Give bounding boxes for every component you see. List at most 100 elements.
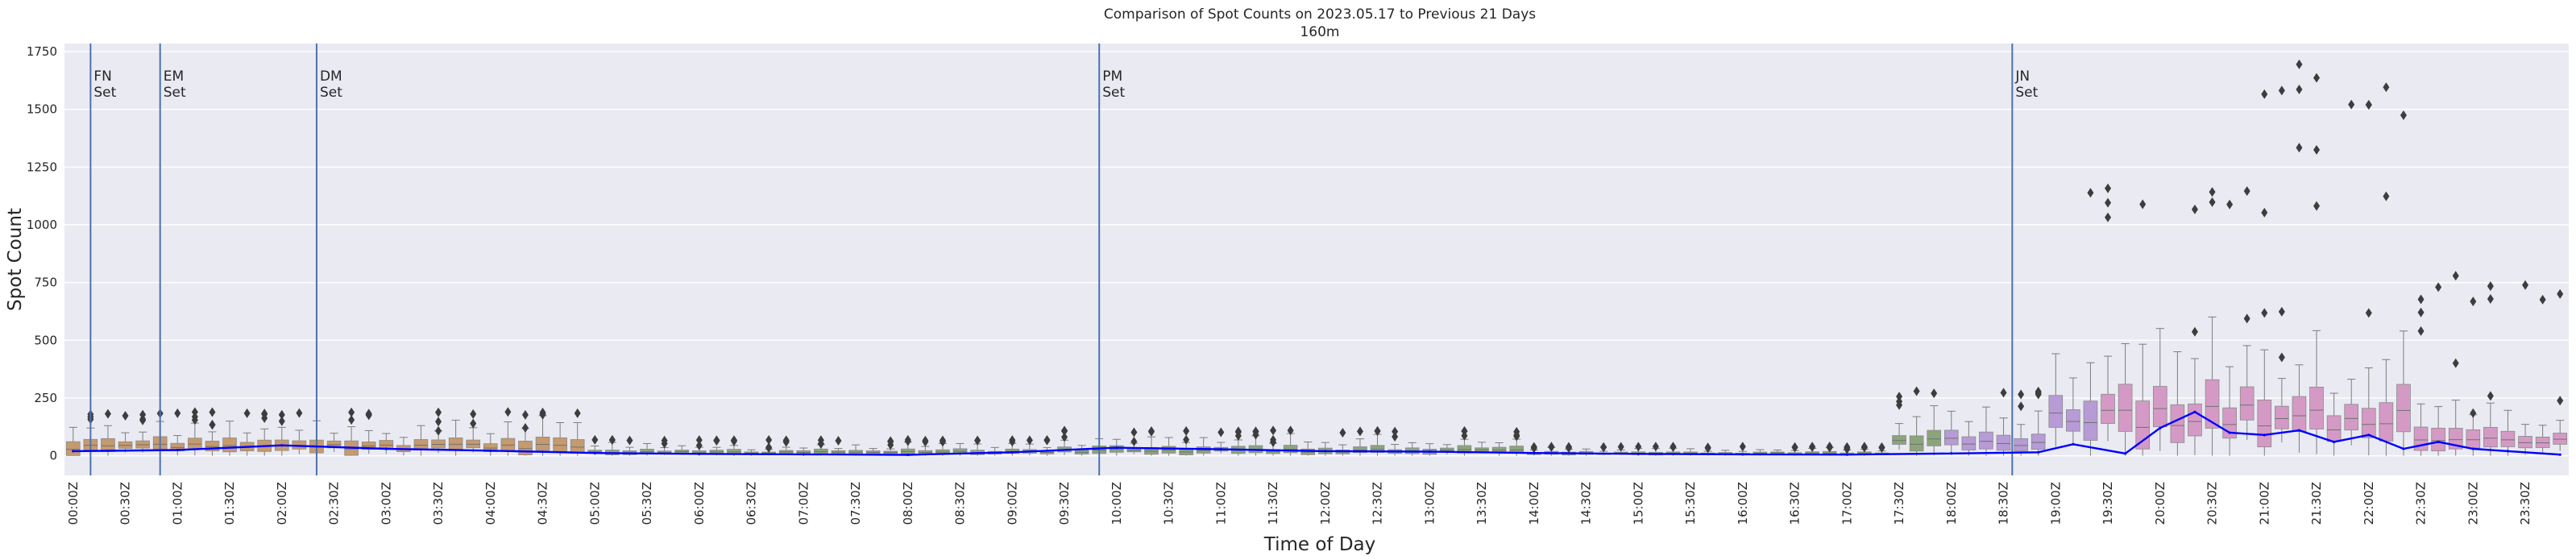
series-point — [698, 452, 701, 455]
outliers — [87, 59, 2564, 454]
series-point — [802, 453, 805, 456]
outlier-marker — [887, 440, 894, 450]
outlier-marker — [348, 415, 355, 425]
x-tick-label: 19:00Z — [2048, 482, 2063, 525]
x-tick-label: 20:30Z — [2205, 482, 2220, 525]
outlier-marker — [1826, 442, 1833, 453]
outlier-marker — [470, 418, 477, 429]
x-tick-label: 23:00Z — [2466, 482, 2480, 525]
x-tick-label: 04:00Z — [483, 482, 498, 525]
outlier-marker — [504, 407, 512, 417]
outlier-marker — [1234, 430, 1242, 441]
outlier-marker — [1704, 443, 1711, 454]
box — [535, 436, 550, 451]
box — [553, 437, 567, 452]
box — [1961, 436, 1977, 450]
series-point — [1533, 451, 1536, 454]
outlier-marker — [2470, 297, 2477, 307]
outlier-marker — [608, 434, 616, 445]
outlier-marker — [1635, 442, 1642, 452]
outlier-marker — [1009, 437, 1016, 447]
outlier-marker — [2105, 212, 2112, 222]
x-tick-label: 03:00Z — [379, 482, 393, 525]
outlier-marker — [574, 408, 581, 418]
outlier-marker — [2365, 308, 2372, 318]
outlier-marker — [2243, 186, 2250, 197]
x-tick-label: 17:30Z — [1892, 482, 1906, 525]
outlier-marker — [2487, 281, 2494, 292]
y-tick-label: 0 — [49, 449, 57, 463]
outlier-marker — [695, 435, 703, 446]
x-tick-label: 17:00Z — [1840, 482, 1854, 525]
outlier-marker — [1026, 435, 1033, 446]
outlier-marker — [1392, 426, 1399, 437]
event-markers: FN Set EM Set DM Set PM Set JN Set — [89, 44, 2039, 475]
outlier-marker — [2018, 401, 2025, 412]
box — [2031, 433, 2046, 450]
outlier-marker — [2209, 187, 2216, 197]
box — [2135, 400, 2151, 450]
outlier-marker — [2226, 199, 2234, 209]
outlier-marker — [521, 409, 529, 420]
y-axis-label: Spot Count — [5, 208, 26, 311]
y-tick-labels: 0 250 500 750 1000 1250 1500 1750 — [27, 44, 57, 463]
series-point — [2333, 440, 2336, 444]
outlier-marker — [1809, 442, 1816, 453]
outlier-marker — [2296, 85, 2303, 95]
event-label: JN Set — [2014, 68, 2038, 101]
outlier-marker — [1061, 426, 1068, 437]
outlier-marker — [1565, 442, 1572, 453]
box — [101, 438, 115, 452]
outlier-marker — [1548, 442, 1555, 452]
outlier-marker — [974, 435, 981, 446]
outlier-marker — [2191, 204, 2198, 214]
outlier-marker — [1183, 434, 1190, 445]
box — [2309, 387, 2324, 429]
outlier-marker — [139, 415, 147, 425]
outlier-marker — [2278, 352, 2285, 363]
outlier-marker — [2557, 396, 2564, 406]
outlier-marker — [2209, 197, 2216, 207]
outlier-marker — [1130, 437, 1138, 447]
outlier-marker — [2452, 358, 2459, 368]
outlier-marker — [2365, 100, 2372, 110]
outlier-marker — [365, 409, 372, 419]
series-point — [280, 444, 284, 447]
outlier-marker — [922, 437, 929, 447]
x-tick-label: 04:30Z — [536, 482, 550, 525]
outlier-marker — [2313, 145, 2321, 156]
y-tick-label: 750 — [34, 276, 57, 290]
outlier-marker — [278, 409, 285, 420]
box — [2239, 386, 2255, 421]
outlier-marker — [278, 416, 285, 426]
series-point — [2506, 450, 2510, 453]
series-line — [73, 410, 2561, 456]
x-tick-label: 21:00Z — [2257, 482, 2271, 525]
y-tick-label: 1250 — [27, 160, 57, 174]
x-tick-label: 21:30Z — [2309, 482, 2324, 525]
outlier-marker — [2296, 59, 2303, 69]
x-tick-label: 07:30Z — [848, 482, 863, 525]
outlier-marker — [243, 408, 251, 418]
event-label: EM Set — [164, 68, 186, 101]
outlier-marker — [2435, 282, 2442, 292]
box — [2205, 379, 2220, 429]
outlier-marker — [1061, 432, 1068, 442]
outlier-marker — [1130, 427, 1138, 438]
y-tick-label: 1000 — [27, 218, 57, 232]
x-tick-label: 02:30Z — [327, 482, 342, 525]
series-point — [2402, 447, 2405, 450]
x-tick-label: 18:00Z — [1944, 482, 1959, 525]
outlier-marker — [1287, 425, 1294, 436]
outlier-marker — [2105, 197, 2112, 208]
box — [2188, 403, 2202, 437]
outlier-marker — [2383, 191, 2390, 201]
outlier-marker — [1339, 428, 1346, 438]
box — [222, 438, 237, 453]
series-point — [2193, 410, 2196, 413]
box — [2535, 436, 2550, 448]
series-point — [72, 450, 75, 453]
series-point — [2297, 429, 2301, 432]
box — [570, 439, 585, 454]
outlier-marker — [1392, 432, 1399, 442]
